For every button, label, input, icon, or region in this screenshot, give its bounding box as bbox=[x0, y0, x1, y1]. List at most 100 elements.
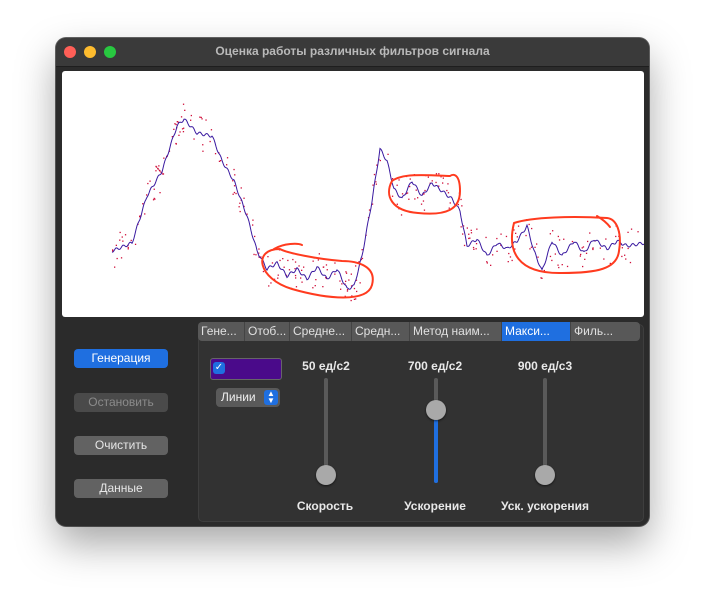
noise-point bbox=[475, 243, 478, 245]
noise-point bbox=[549, 255, 552, 258]
noise-point bbox=[255, 254, 257, 256]
tab-least-squares[interactable]: Метод наим... bbox=[410, 322, 502, 341]
noise-point bbox=[507, 261, 509, 263]
noise-point bbox=[114, 266, 116, 268]
line-color-well[interactable] bbox=[210, 358, 282, 380]
noise-point bbox=[486, 261, 488, 263]
noise-point bbox=[252, 224, 254, 226]
clear-button[interactable]: Очистить bbox=[74, 436, 168, 455]
noise-point bbox=[423, 209, 426, 211]
tab-generation[interactable]: Гене... bbox=[198, 322, 245, 341]
generate-button[interactable]: Генерация bbox=[74, 349, 168, 368]
noise-point bbox=[476, 228, 478, 230]
noise-point bbox=[209, 140, 211, 143]
noise-point bbox=[139, 216, 141, 218]
noise-point bbox=[200, 116, 202, 119]
noise-point bbox=[387, 153, 389, 155]
tab-display[interactable]: Отоб... bbox=[245, 322, 290, 341]
annotation-circle-1 bbox=[261, 248, 374, 299]
noise-point bbox=[298, 265, 300, 267]
noise-point bbox=[288, 269, 291, 271]
acceleration-slider-track[interactable] bbox=[434, 378, 438, 483]
data-button[interactable]: Данные bbox=[74, 479, 168, 498]
noise-point bbox=[447, 192, 450, 194]
noise-point bbox=[193, 138, 195, 140]
noise-point bbox=[400, 214, 403, 216]
noise-point bbox=[115, 244, 117, 246]
filtered-signal-line bbox=[111, 118, 644, 290]
noise-point bbox=[175, 123, 177, 126]
noise-point bbox=[273, 278, 276, 280]
noise-point bbox=[119, 239, 121, 241]
noise-point bbox=[271, 262, 274, 264]
noise-point bbox=[312, 260, 314, 262]
noise-point bbox=[182, 131, 185, 133]
noise-point bbox=[417, 197, 419, 199]
noise-point bbox=[460, 198, 462, 201]
zoom-window-button[interactable] bbox=[104, 46, 116, 58]
noise-point bbox=[234, 174, 236, 176]
noise-point bbox=[152, 199, 155, 201]
acceleration-caption: Ускорение bbox=[404, 499, 466, 513]
noise-point bbox=[356, 290, 358, 293]
jerk-caption: Уск. ускорения bbox=[501, 499, 589, 513]
speed-slider-knob[interactable] bbox=[316, 465, 336, 485]
noise-point bbox=[515, 232, 517, 234]
noise-point bbox=[190, 114, 192, 117]
noise-point bbox=[163, 157, 165, 159]
minimize-window-button[interactable] bbox=[84, 46, 96, 58]
noise-point bbox=[630, 228, 633, 230]
tab-filter[interactable]: Филь... bbox=[574, 324, 614, 338]
noise-point bbox=[438, 185, 440, 187]
noise-point bbox=[435, 181, 437, 184]
noise-point bbox=[442, 182, 444, 184]
noise-point bbox=[239, 210, 241, 213]
noise-point bbox=[149, 180, 151, 182]
noise-point bbox=[552, 230, 554, 232]
tab-average-2[interactable]: Средн... bbox=[352, 322, 410, 341]
noise-point bbox=[514, 248, 516, 250]
jerk-slider-knob[interactable] bbox=[535, 465, 555, 485]
noise-point bbox=[580, 253, 582, 256]
noise-point bbox=[295, 286, 298, 288]
noise-point bbox=[571, 240, 574, 243]
noise-point bbox=[178, 134, 180, 136]
annotation-circle-3 bbox=[510, 216, 621, 275]
line-style-select[interactable]: Линии ▲ ▼ bbox=[216, 388, 280, 407]
noise-point bbox=[240, 187, 242, 189]
noise-point bbox=[462, 233, 464, 235]
noise-point bbox=[315, 279, 317, 281]
noise-point bbox=[361, 257, 364, 260]
noise-point bbox=[368, 209, 371, 211]
noise-point bbox=[322, 286, 324, 288]
noise-point bbox=[637, 231, 639, 233]
tab-average-1[interactable]: Средне... bbox=[290, 322, 352, 341]
acceleration-value-label: 700 ед/с2 bbox=[407, 359, 463, 373]
noise-point bbox=[500, 244, 502, 246]
noise-point bbox=[182, 103, 185, 105]
show-line-checkbox[interactable]: ✓ bbox=[213, 362, 225, 374]
close-window-button[interactable] bbox=[64, 46, 76, 58]
noise-point bbox=[466, 227, 468, 229]
noise-point bbox=[226, 157, 229, 159]
noise-point bbox=[184, 109, 186, 111]
noise-point bbox=[239, 202, 241, 204]
acceleration-slider-knob[interactable] bbox=[426, 399, 446, 420]
noise-point bbox=[243, 197, 245, 199]
noise-point bbox=[513, 229, 515, 231]
tab-maximum[interactable]: Макси... bbox=[502, 322, 571, 341]
stop-button[interactable]: Остановить bbox=[74, 393, 168, 412]
noise-point bbox=[121, 236, 123, 238]
noise-point bbox=[139, 215, 141, 217]
noise-point bbox=[158, 165, 160, 167]
noise-point bbox=[346, 290, 349, 292]
noise-point bbox=[424, 189, 426, 192]
noise-point bbox=[469, 237, 471, 239]
noise-point bbox=[353, 287, 356, 290]
noise-point bbox=[462, 225, 465, 227]
noise-point bbox=[358, 261, 360, 263]
noise-point bbox=[528, 223, 530, 226]
noise-point bbox=[442, 177, 444, 179]
noise-point bbox=[372, 184, 374, 186]
noise-point bbox=[300, 277, 302, 279]
